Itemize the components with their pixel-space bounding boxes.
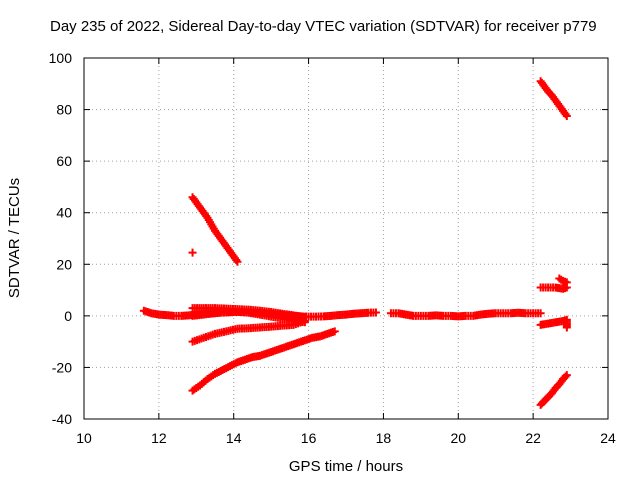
data-point [562,283,571,292]
x-tick-label: 12 [151,430,167,446]
data-series [386,308,545,321]
plot-frame [83,57,609,420]
data-series [536,371,571,409]
x-tick-label: 16 [301,430,317,446]
y-tick-label: 60 [56,153,72,169]
data-series [188,193,242,266]
x-tick-label: 22 [525,430,541,446]
ticks: 10 12 14 16 18 20 22 24 -40 -20 0 20 40 60 80 100 [49,50,616,446]
data-point [188,248,197,257]
x-tick-label: 14 [226,430,242,446]
data-point [562,371,571,380]
data-series [188,327,339,395]
x-tick-label: 20 [450,430,466,446]
data-point [561,372,570,381]
y-axis-label: SDTVAR / TECUs [6,178,23,298]
data-point [562,323,571,332]
data-series [188,307,309,327]
data-point [371,308,380,317]
data-series [188,248,197,257]
y-tick-label: 80 [56,102,72,118]
x-tick-label: 24 [600,430,616,446]
y-tick-label: 100 [49,50,73,66]
data-series [536,77,571,121]
chart-title: Day 235 of 2022, Sidereal Day-to-day VTE… [50,18,597,35]
y-tick-label: 40 [56,205,72,221]
data-point [330,327,339,336]
data-series [536,283,571,293]
y-tick-label: -40 [52,411,72,427]
x-axis-label: GPS time / hours [289,458,403,475]
data-series [536,315,571,332]
data-point [233,257,242,266]
grid [84,58,608,419]
y-tick-label: -20 [52,359,72,375]
data-series [188,317,309,346]
x-tick-label: 10 [76,430,92,446]
data-point [562,112,571,121]
data-series [555,274,571,287]
y-tick-label: 20 [56,256,72,272]
data-points [139,77,571,409]
x-tick-label: 18 [376,430,392,446]
y-tick-label: 0 [64,308,72,324]
data-point [300,317,309,326]
data-point [536,309,545,318]
